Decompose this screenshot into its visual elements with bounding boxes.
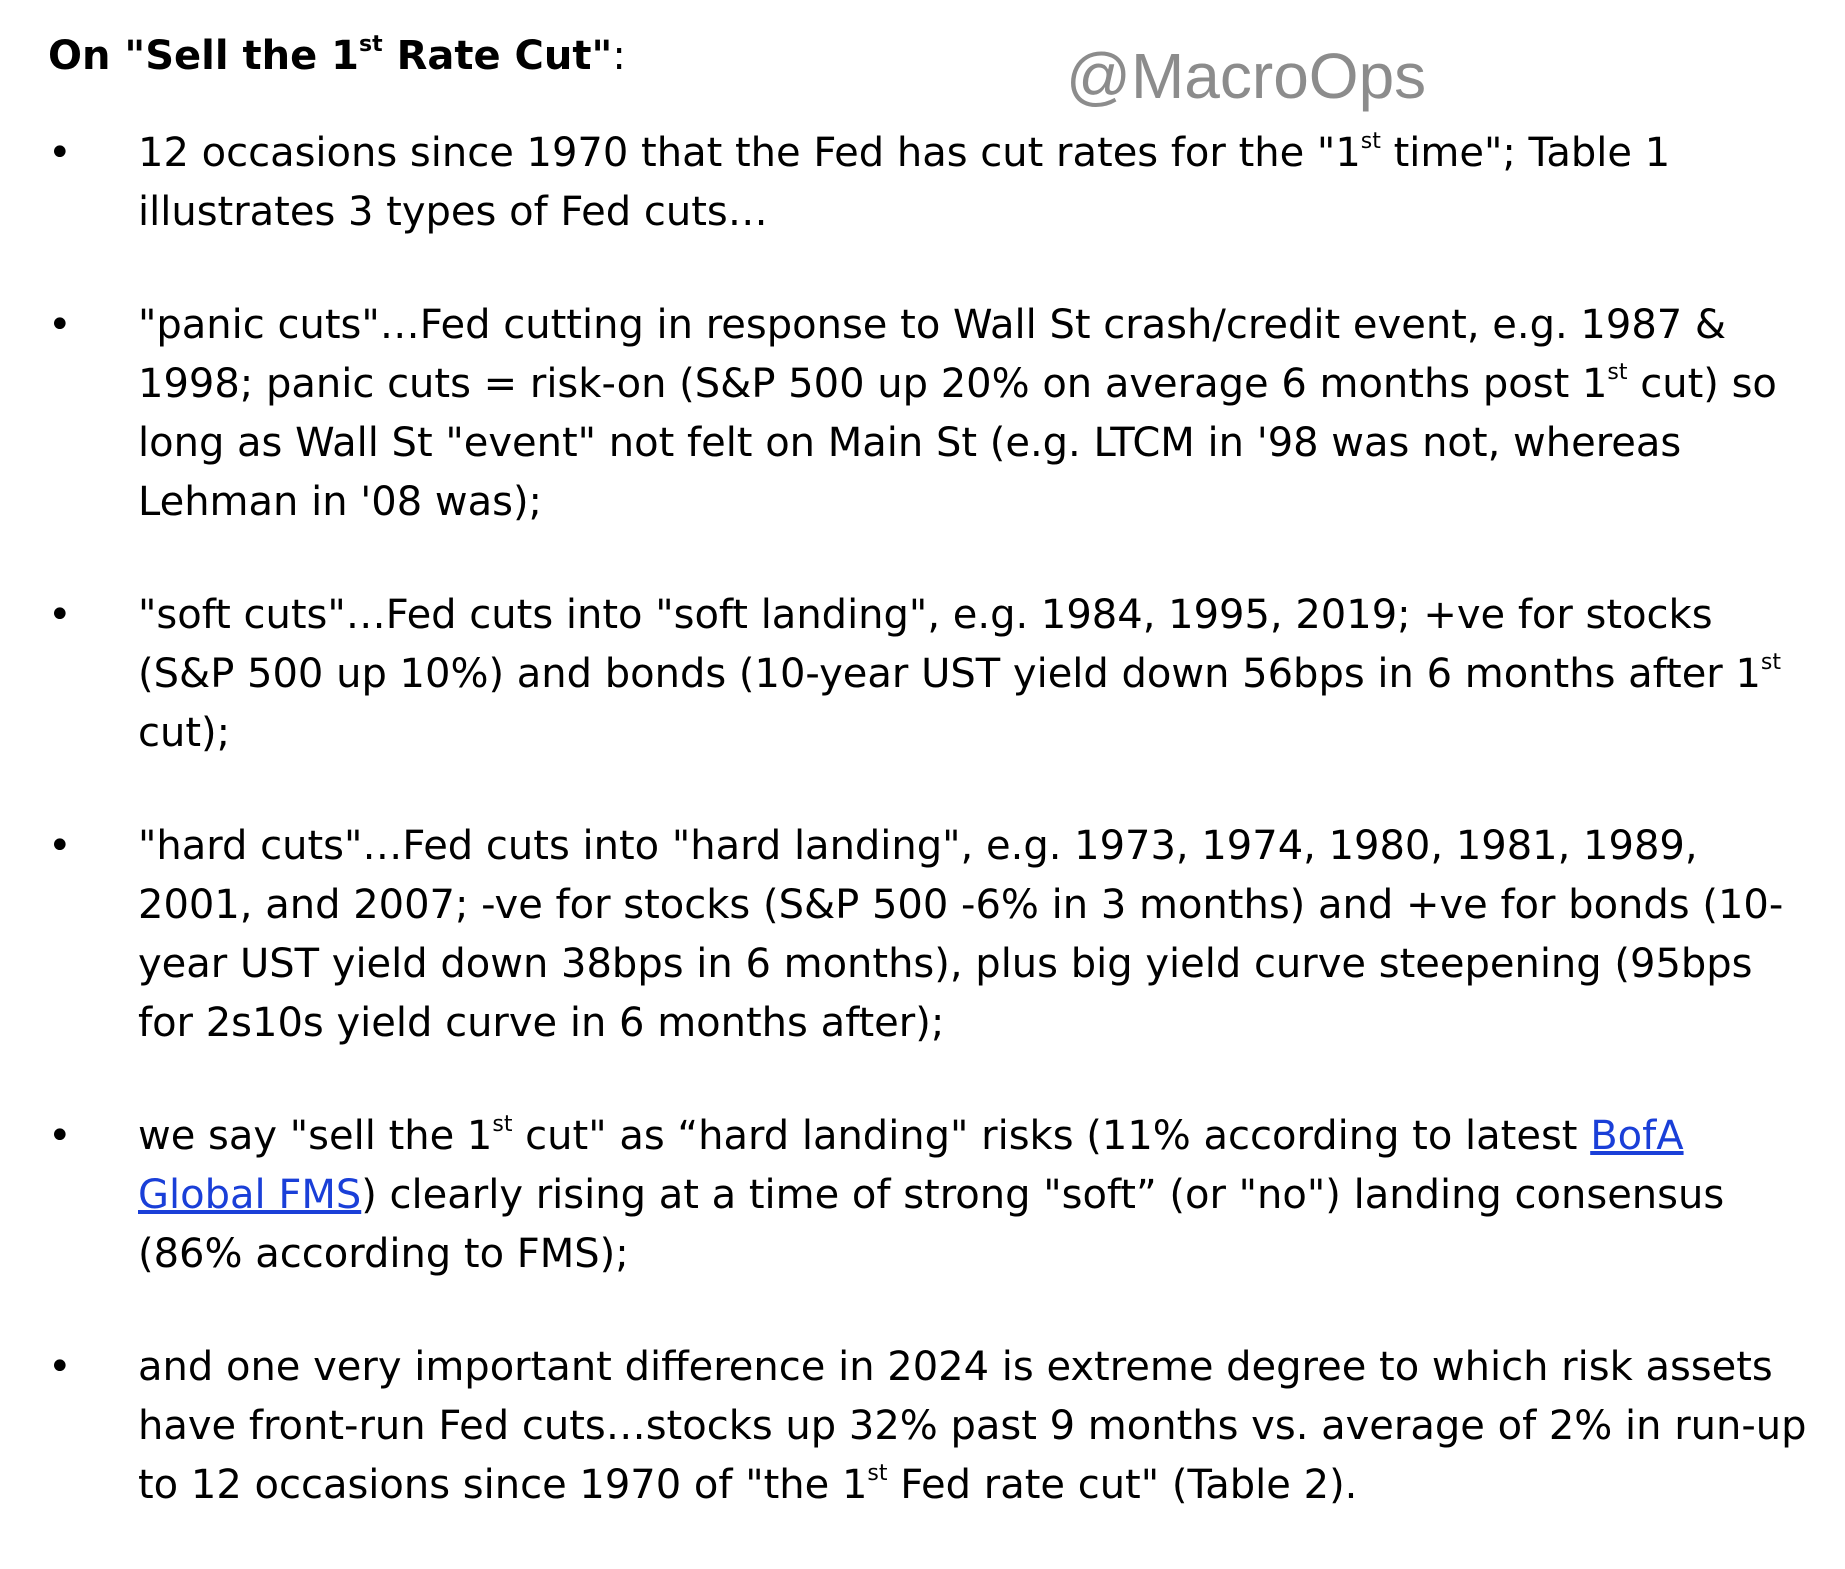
bullet-dot-icon: • <box>48 130 72 176</box>
bullet-list: • 12 occasions since 1970 that the Fed h… <box>0 124 1845 1569</box>
watermark: @MacroOps <box>1066 40 1427 112</box>
bofa-global-fms-link[interactable]: BofA Global FMS <box>138 1113 1684 1218</box>
page-title: On "Sell the 1st Rate Cut": <box>48 26 626 86</box>
bullet-dot-icon: • <box>48 1344 72 1390</box>
title-colon: : <box>612 33 626 79</box>
bullet-item-sell-first-cut: • we say "sell the 1st cut" as “hard lan… <box>0 1107 1810 1284</box>
bullet-dot-icon: • <box>48 302 72 348</box>
bullet-dot-icon: • <box>48 823 72 869</box>
bullet-item-soft-cuts: • "soft cuts"…Fed cuts into "soft landin… <box>0 586 1810 763</box>
bullet-dot-icon: • <box>48 1113 72 1159</box>
bullet-item-panic-cuts: • "panic cuts"…Fed cutting in response t… <box>0 296 1810 532</box>
bullet-dot-icon: • <box>48 592 72 638</box>
bullet-item-hard-cuts: • "hard cuts"…Fed cuts into "hard landin… <box>0 817 1810 1053</box>
title-text: On "Sell the 1st Rate Cut" <box>48 31 613 79</box>
bullet-item-front-run: • and one very important difference in 2… <box>0 1338 1810 1515</box>
bullet-item-occasions: • 12 occasions since 1970 that the Fed h… <box>0 124 1810 242</box>
